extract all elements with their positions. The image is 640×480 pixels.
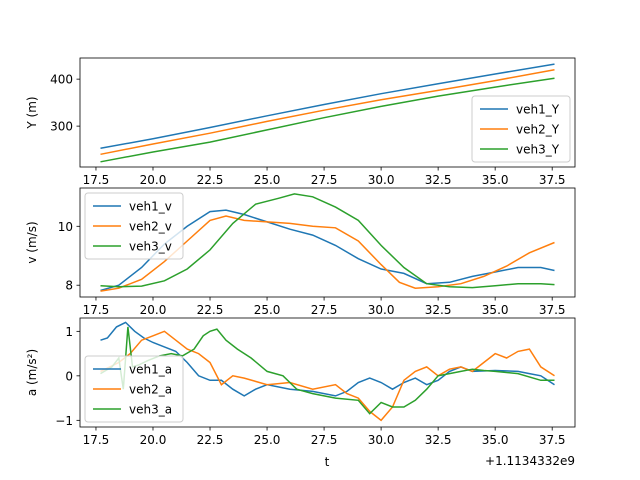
- series-line-veh3_Y: [100, 77, 555, 163]
- y-axis-label: a (m/s²): [25, 349, 39, 396]
- legend-label-veh3_a: veh3_a: [129, 403, 172, 417]
- series-line-veh3_v: [100, 193, 555, 289]
- y-tick-label: 300: [50, 120, 73, 134]
- x-tick-label: 30.0: [368, 173, 395, 187]
- y-tick-label: 1: [65, 325, 73, 339]
- legend-label-veh1_Y: veh1_Y: [516, 103, 560, 117]
- series-line-veh1_Y: [100, 63, 555, 149]
- y-tick-label: 10: [58, 220, 73, 234]
- x-tick-label: 17.5: [83, 433, 110, 447]
- x-tick-label: 20.0: [140, 433, 167, 447]
- legend: veh1_a veh2_a veh3_a: [84, 355, 184, 423]
- legend: veh1_Y veh2_Y veh3_Y: [471, 95, 571, 163]
- legend-label-veh3_v: veh3_v: [129, 240, 172, 254]
- series-line-veh2_a: [100, 330, 555, 422]
- axes-frame: [79, 187, 576, 298]
- x-tick-label: 37.5: [539, 173, 566, 187]
- legend-label-veh1_v: veh1_v: [129, 200, 172, 214]
- x-tick-label: 22.5: [197, 173, 224, 187]
- x-tick-label: 35.0: [482, 173, 509, 187]
- x-tick-label: 20.0: [140, 173, 167, 187]
- x-tick-label: 25.0: [254, 433, 281, 447]
- x-tick-label: 27.5: [311, 433, 338, 447]
- y-axis-label: v (m/s): [25, 221, 39, 263]
- plots-container: 17.5 20.0 22.5 25.0 27.5 30.0 32.5 35.0 37.5 300 4…: [25, 57, 576, 469]
- x-tick-label: 25.0: [254, 173, 281, 187]
- x-tick-label: 27.5: [311, 173, 338, 187]
- x-tick-label: 27.5: [311, 303, 338, 317]
- legend-label-veh2_Y: veh2_Y: [516, 123, 560, 137]
- x-tick-label: 35.0: [482, 433, 509, 447]
- y-axis-label: Y (m): [25, 96, 39, 129]
- x-tick-label: 17.5: [83, 173, 110, 187]
- x-tick-label: 37.5: [539, 303, 566, 317]
- legend-box: [84, 355, 184, 423]
- y-tick-label: 8: [65, 279, 73, 293]
- x-tick-label: 17.5: [83, 303, 110, 317]
- x-tick-label: 32.5: [425, 173, 452, 187]
- legend-label-veh2_a: veh2_a: [129, 383, 172, 397]
- legend-box: [471, 95, 571, 163]
- x-tick-label: 30.0: [368, 433, 395, 447]
- legend-box: [84, 192, 184, 260]
- x-tick-label: 20.0: [140, 303, 167, 317]
- x-tick-label: 32.5: [425, 303, 452, 317]
- x-tick-label: 37.5: [539, 433, 566, 447]
- x-axis-label: t: [325, 455, 330, 469]
- legend: veh1_v veh2_v veh3_v: [84, 192, 184, 260]
- x-tick-label: 25.0: [254, 303, 281, 317]
- axes-frame: [79, 57, 576, 168]
- legend-label-veh1_a: veh1_a: [129, 363, 172, 377]
- x-tick-label: 22.5: [197, 433, 224, 447]
- x-tick-label: 30.0: [368, 303, 395, 317]
- subplot-2: 17.5 20.0 22.5 25.0 27.5 30.0 32.5 35.0 37.5 8 10 v…: [25, 187, 576, 317]
- series-line-veh2_Y: [100, 68, 555, 156]
- x-offset-text: +1.1134332e9: [485, 454, 575, 468]
- y-tick-label: −1: [55, 414, 73, 428]
- x-tick-label: 32.5: [425, 433, 452, 447]
- legend-label-veh2_v: veh2_v: [129, 220, 172, 234]
- legend-label-veh3_Y: veh3_Y: [516, 143, 560, 157]
- x-tick-label: 22.5: [197, 303, 224, 317]
- subplot-3: 17.5 20.0 22.5 25.0 27.5 30.0 32.5 35.0 37.5 −1 0 1…: [25, 317, 576, 469]
- y-tick-label: 400: [50, 73, 73, 87]
- x-tick-label: 35.0: [482, 303, 509, 317]
- y-tick-label: 0: [65, 369, 73, 383]
- axes-frame: [79, 317, 576, 428]
- subplot-1: 17.5 20.0 22.5 25.0 27.5 30.0 32.5 35.0 37.5 300 4…: [25, 57, 576, 187]
